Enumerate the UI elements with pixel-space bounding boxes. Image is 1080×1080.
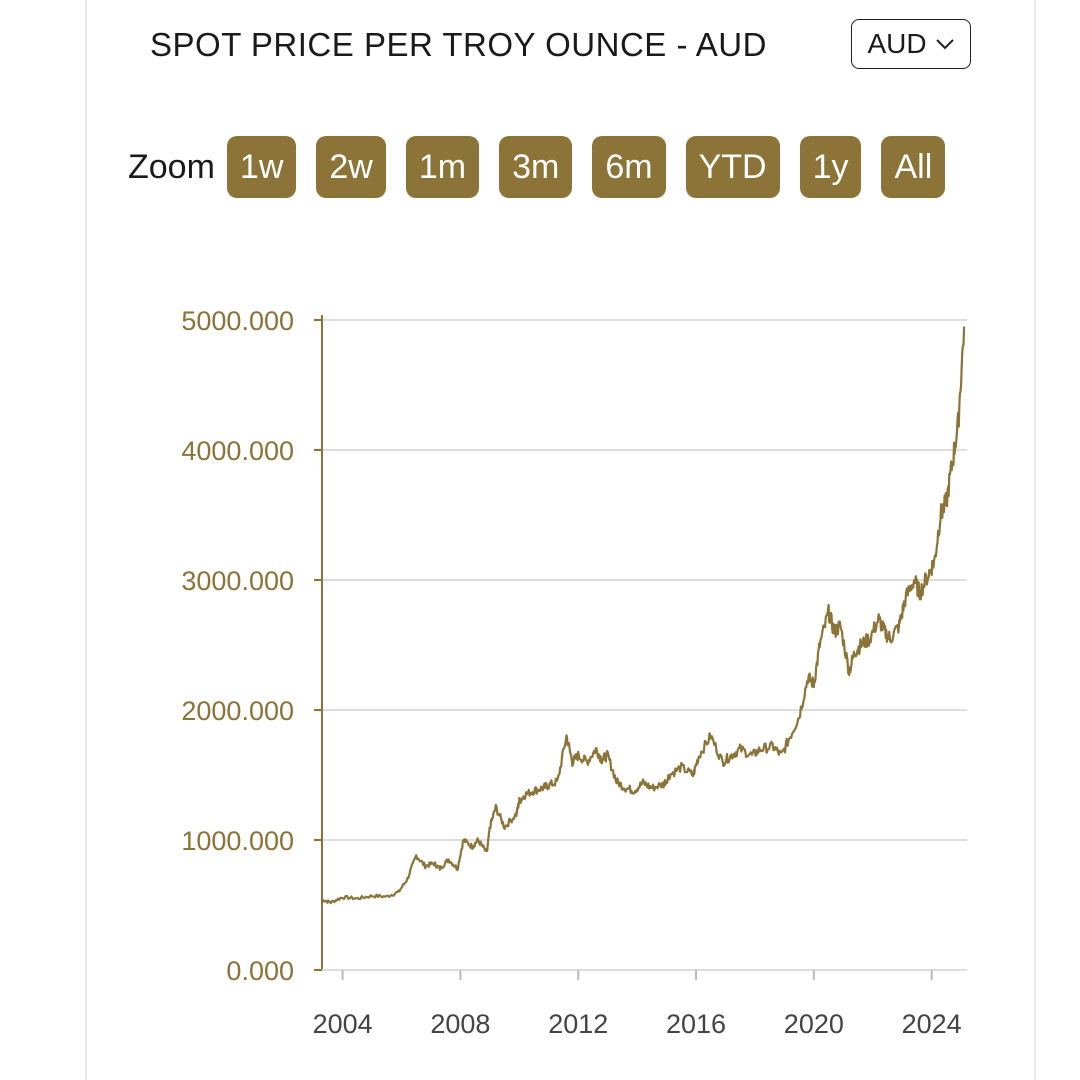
y-tick-label: 5000.000 (181, 306, 294, 336)
y-tick-label: 3000.000 (181, 566, 294, 596)
series-line (321, 326, 966, 905)
x-tick-label: 2020 (784, 1009, 844, 1039)
zoom-button-1m[interactable]: 1m (405, 136, 480, 198)
chevron-down-icon (935, 39, 954, 50)
y-tick-label: 4000.000 (181, 436, 294, 466)
chart-title: SPOT PRICE PER TROY OUNCE - AUD (150, 26, 767, 63)
zoom-button-1w[interactable]: 1w (226, 136, 297, 198)
y-tick-label: 1000.000 (181, 826, 294, 856)
card-left-border (85, 0, 87, 1080)
zoom-button-all[interactable]: All (881, 136, 946, 198)
card-right-border (1034, 0, 1036, 1080)
x-tick-label: 2008 (430, 1009, 490, 1039)
zoom-button-2w[interactable]: 2w (316, 136, 386, 198)
x-tick-label: 2012 (548, 1009, 608, 1039)
y-tick-label: 2000.000 (181, 696, 294, 726)
x-tick-label: 2004 (313, 1009, 373, 1039)
zoom-label: Zoom (128, 147, 215, 186)
x-tick-label: 2024 (902, 1009, 962, 1039)
y-tick-label: 0.000 (226, 956, 294, 986)
currency-dropdown[interactable]: AUD (851, 19, 971, 69)
zoom-button-1y[interactable]: 1y (799, 136, 862, 198)
zoom-controls: Zoom 1w 2w 1m 3m 6m YTD 1y All (128, 136, 965, 198)
zoom-button-ytd[interactable]: YTD (685, 136, 780, 198)
x-tick-label: 2016 (666, 1009, 726, 1039)
zoom-button-3m[interactable]: 3m (499, 136, 573, 198)
zoom-button-6m[interactable]: 6m (592, 136, 666, 198)
currency-selected-value: AUD (867, 28, 927, 59)
